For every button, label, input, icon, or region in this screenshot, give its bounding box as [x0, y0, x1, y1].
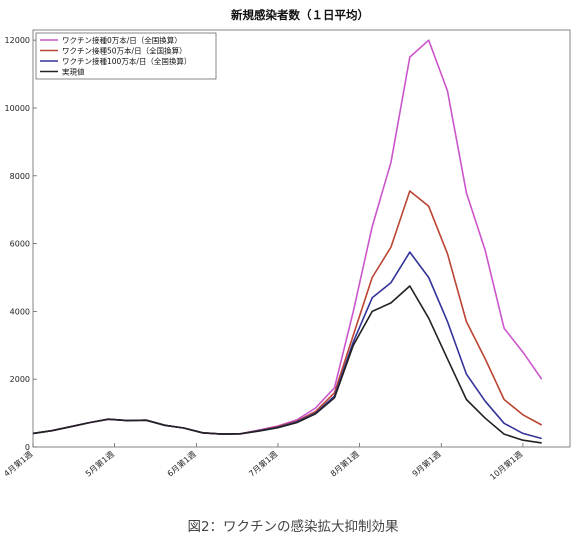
y-tick-label: 2000 [10, 375, 30, 384]
series-line-4 [32, 285, 542, 444]
y-tick-label: 0 [25, 443, 30, 452]
x-tick-label: 9月第1週 [410, 449, 443, 479]
legend-box [35, 32, 217, 80]
y-tick-label: 12000 [5, 36, 30, 45]
series-line-1 [32, 39, 543, 435]
figure-caption: 図2：ワクチンの感染拡大抑制効果 [187, 519, 399, 535]
x-tick-label: 4月第1週 [2, 449, 35, 479]
y-axis: 0 2000 4000 6000 8000 10000 12000 [5, 36, 37, 452]
series-lines [32, 39, 543, 444]
x-tick-label: 8月第1週 [328, 449, 361, 479]
series-line-3 [32, 251, 542, 440]
x-tick-label: 5月第1週 [83, 449, 116, 479]
x-axis: 4月第1週 5月第1週 6月第1週 7月第1週 8月第1週 9月第1週 10月第1週 [2, 443, 525, 482]
legend-label: ワクチン接種0万本/日（全国換算） [62, 35, 182, 45]
y-tick-label: 10000 [5, 104, 30, 113]
y-tick-label: 6000 [10, 240, 30, 249]
x-tick-label: 10月第1週 [488, 449, 525, 482]
y-tick-label: 4000 [10, 307, 30, 316]
y-tick-label: 8000 [10, 172, 30, 181]
legend-label: ワクチン接種100万本/日（全国換算） [62, 56, 191, 66]
legend: ワクチン接種0万本/日（全国換算）ワクチン接種50万本/日（全国換算）ワクチン接… [35, 32, 217, 80]
legend-label: ワクチン接種50万本/日（全国換算） [62, 46, 187, 56]
x-tick-label: 6月第1週 [165, 449, 198, 479]
plot-frame [32, 29, 571, 448]
legend-label: 実現値 [62, 67, 85, 77]
x-tick-label: 7月第1週 [247, 449, 280, 479]
chart-title: 新規感染者数（１日平均） [231, 8, 369, 22]
